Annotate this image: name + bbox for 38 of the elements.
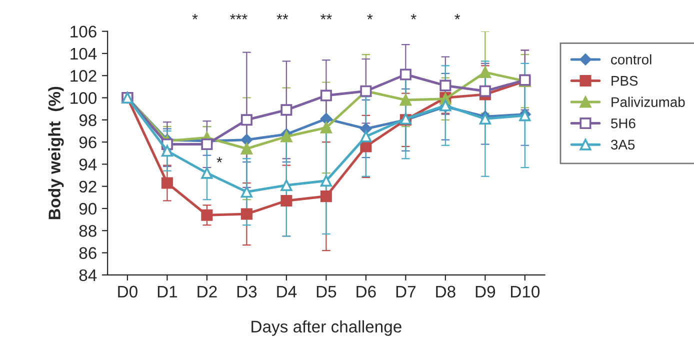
text: * (410, 14, 416, 20)
x-axis-title: Days after challenge (252, 320, 402, 336)
legend-label: control (611, 54, 652, 64)
y-tick-label: 92 (79, 180, 96, 193)
y-tick-label: 100 (70, 92, 97, 104)
x-tick-label: D1 (158, 286, 178, 298)
text: * (192, 14, 198, 20)
x-tick-label: D8 (436, 286, 456, 298)
y-tick-label: 90 (79, 202, 97, 215)
annotation: * (216, 157, 222, 162)
text: *** (230, 14, 248, 20)
x-tick-label: D3 (237, 286, 257, 298)
legend-label: 5H6 (611, 118, 636, 128)
y-axis-title: Body weight (%) (48, 86, 64, 220)
x-tick-label: D6 (356, 286, 376, 298)
x-tick-label: D5 (316, 286, 336, 298)
x-tick-label: D2 (198, 286, 217, 298)
y-tick-label: 104 (70, 48, 97, 60)
y-tick-label: 84 (79, 269, 97, 282)
x-tick-label: D0 (118, 286, 138, 298)
x-tick-label: D4 (277, 286, 297, 298)
x-tick-label: D7 (396, 286, 416, 298)
y-tick-label: 96 (79, 136, 96, 148)
y-tick-label: 98 (79, 114, 96, 126)
text: * (454, 14, 460, 20)
x-tick-label: D10 (510, 286, 540, 298)
y-tick-label: 86 (79, 247, 96, 259)
y-tick-label: 106 (70, 26, 96, 38)
text: ** (320, 14, 332, 20)
y-tick-label: 88 (79, 225, 96, 237)
text: ** (276, 14, 288, 20)
x-tick-label: D9 (476, 286, 496, 298)
legend-label: PBS (612, 76, 638, 86)
legend-label: Palivizumab (612, 96, 685, 108)
y-tick-label: 94 (79, 158, 97, 170)
text: * (367, 14, 373, 20)
legend-label: 3A5 (611, 140, 635, 150)
y-tick-label: 102 (70, 70, 96, 82)
